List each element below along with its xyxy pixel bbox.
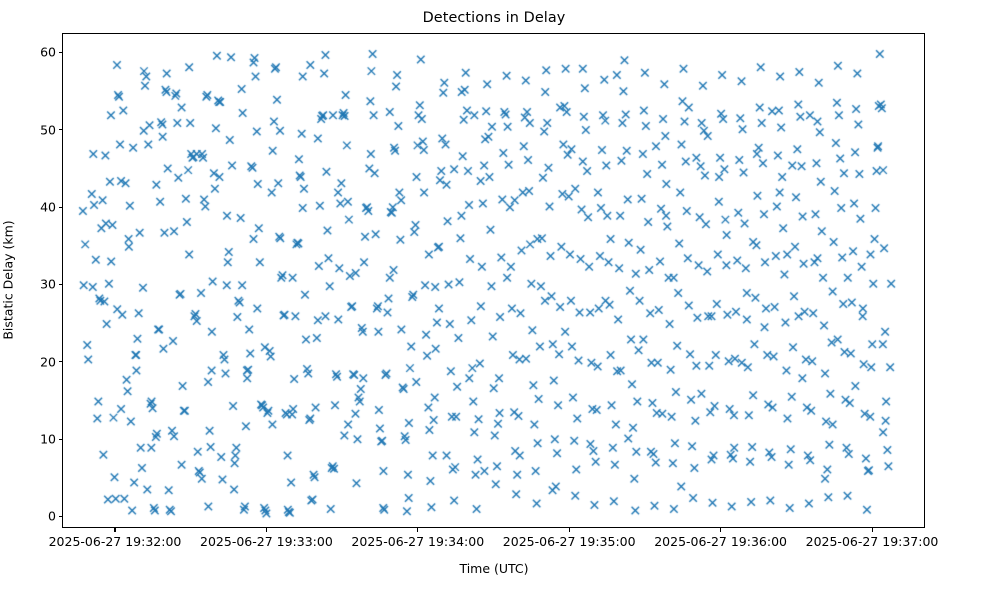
y-tick-mark (58, 51, 62, 53)
y-tick-mark (58, 361, 62, 363)
y-tick-mark (58, 283, 62, 285)
x-tick-label: 2025-06-27 19:32:00 (48, 534, 182, 549)
y-tick-mark (58, 438, 62, 440)
y-tick-label: 50 (40, 122, 56, 138)
x-tick-label: 2025-06-27 19:33:00 (200, 534, 333, 549)
x-tick-label: 2025-06-27 19:35:00 (502, 534, 636, 549)
y-tick-label: 20 (40, 354, 56, 370)
y-axis-label: Bistatic Delay (km) (0, 220, 16, 340)
y-tick-label: 30 (40, 276, 56, 292)
plot-axes (62, 33, 926, 529)
y-tick-mark (58, 129, 62, 131)
x-tick-mark (417, 528, 419, 532)
x-tick-mark (114, 528, 116, 532)
x-tick-label: 2025-06-27 19:36:00 (654, 534, 787, 549)
x-tick-label: 2025-06-27 19:37:00 (805, 534, 939, 549)
y-tick-mark (58, 206, 62, 208)
x-tick-mark (568, 528, 570, 532)
y-tick-label: 60 (40, 44, 56, 60)
chart-title: Detections in Delay (422, 10, 566, 26)
x-axis-label: Time (UTC) (459, 561, 529, 576)
x-tick-mark (871, 528, 873, 532)
y-tick-label: 0 (48, 508, 56, 524)
x-tick-mark (720, 528, 722, 532)
y-tick-mark (58, 515, 62, 517)
x-tick-mark (265, 528, 267, 532)
y-tick-label: 10 (40, 431, 56, 447)
scatter-plot-canvas (63, 34, 926, 529)
x-tick-label: 2025-06-27 19:34:00 (351, 534, 485, 549)
y-tick-label: 40 (40, 199, 56, 215)
